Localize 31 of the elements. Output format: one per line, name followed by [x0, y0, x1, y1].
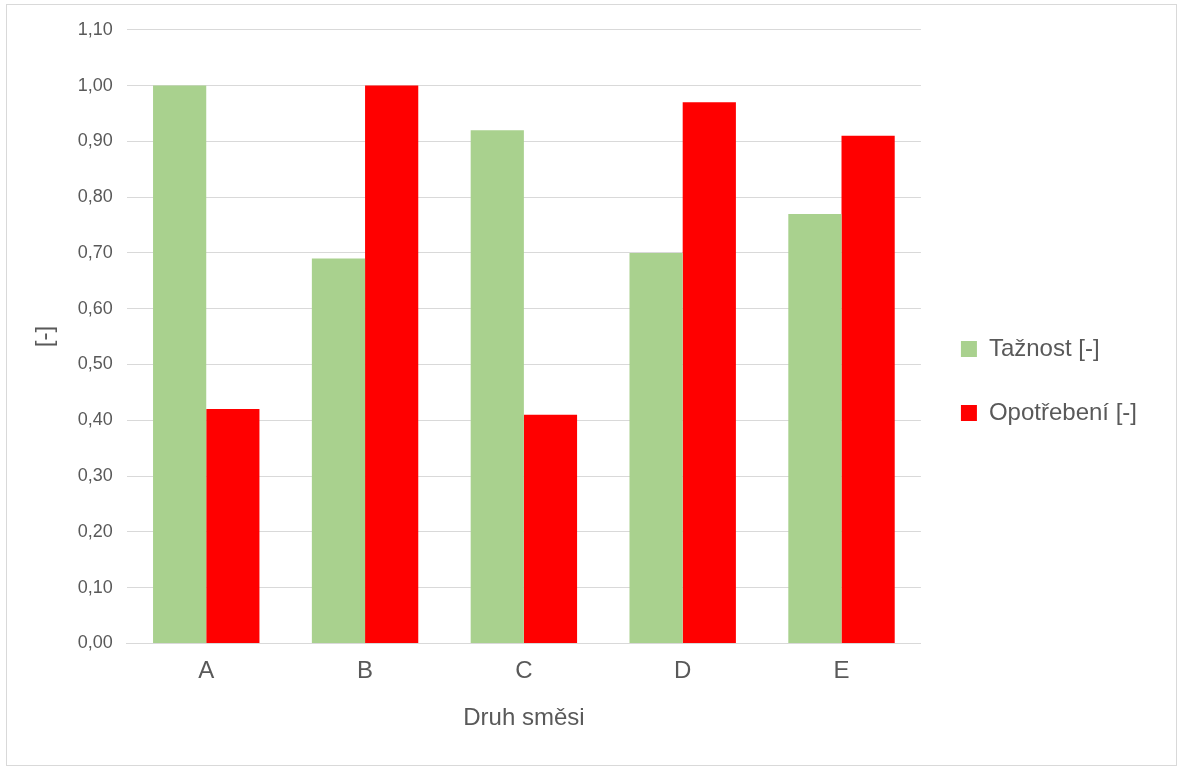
- legend-label: Tažnost [-]: [988, 333, 1100, 361]
- x-tick-label: A: [198, 656, 215, 684]
- y-tick-label: 0,70: [77, 241, 113, 262]
- bar: [153, 85, 207, 643]
- y-tick-label: 0,90: [77, 130, 113, 151]
- y-tick-label: 0,60: [77, 297, 113, 318]
- x-tick-label: C: [515, 656, 533, 684]
- y-tick-label: 0,20: [77, 520, 113, 541]
- bar: [841, 135, 895, 643]
- y-tick-label: 0,30: [77, 465, 113, 486]
- y-tick-label: 1,10: [77, 18, 113, 39]
- x-tick-label: E: [833, 656, 850, 684]
- y-tick-label: 0,50: [77, 353, 113, 374]
- bar: [206, 409, 260, 643]
- y-axis-title: [-]: [30, 325, 58, 348]
- x-tick-label: B: [357, 656, 374, 684]
- bar: [365, 85, 419, 643]
- x-tick-label: D: [674, 656, 692, 684]
- bar: [682, 102, 736, 643]
- bar: [629, 252, 683, 643]
- x-axis-title: Druh směsi: [463, 703, 585, 731]
- y-tick-label: 1,00: [77, 74, 113, 95]
- bar: [788, 213, 842, 643]
- y-tick-label: 0,40: [77, 409, 113, 430]
- bar: [523, 414, 578, 643]
- y-tick-label: 0,80: [77, 186, 113, 207]
- y-tick-label: 0,00: [77, 632, 113, 653]
- bar: [311, 258, 366, 643]
- legend-label: Opotřebení [-]: [988, 397, 1137, 425]
- bar: [470, 130, 524, 643]
- y-tick-label: 0,10: [77, 576, 113, 597]
